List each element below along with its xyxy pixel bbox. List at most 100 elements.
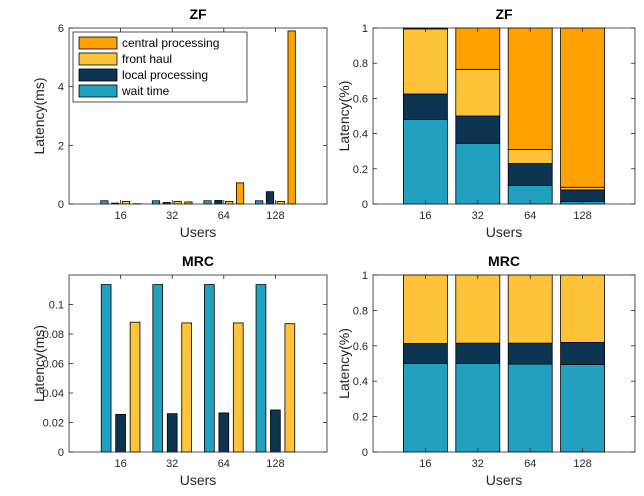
chart-panel-2: 0 0.2 0.4 0.6 0.8 1 16 32 64 128 ZF Users Latency(%) (336, 6, 636, 240)
x-tick-label: 64 (218, 210, 230, 222)
bar-segment (455, 342, 501, 364)
x-axis-label: Users (180, 472, 217, 488)
legend-swatch (78, 36, 118, 50)
bar-segment (507, 342, 553, 365)
legend-swatch (78, 84, 118, 98)
bar (204, 284, 215, 453)
bar-segment (560, 274, 606, 343)
x-tick-label: 32 (472, 210, 484, 222)
bar-segment (402, 343, 448, 364)
axes-frame (372, 27, 636, 205)
bar-segment (560, 27, 606, 188)
bar (255, 284, 267, 453)
bar (214, 200, 223, 205)
bar-segment (455, 27, 501, 70)
bar (166, 413, 178, 453)
x-axis-label: Users (180, 224, 217, 240)
x-axis-label: Users (486, 224, 523, 240)
y-tick-label: 0.2 (353, 164, 368, 176)
y-tick-label: 2 (58, 140, 64, 152)
legend-swatch (78, 52, 118, 66)
bar-segment (402, 28, 448, 95)
bar (232, 322, 244, 453)
bar-segment (402, 363, 448, 453)
bar-segment (507, 363, 553, 453)
y-tick-label: 0.6 (353, 93, 368, 105)
x-tick-label: 64 (524, 458, 536, 470)
legend-label: local processing (122, 68, 208, 82)
chart-title: ZF (495, 6, 513, 22)
y-tick-label: 6 (58, 23, 64, 35)
bar-segment (455, 363, 501, 453)
chart-title: MRC (488, 253, 520, 269)
chart-panel-1: 0 2 4 6 16 32 64 128 ZF Users Latency(ms) central p… (31, 6, 328, 240)
x-tick-label: 128 (573, 210, 591, 222)
y-tick-label: 0.4 (353, 376, 368, 388)
bar-segment (560, 342, 606, 365)
legend: central processing front haul local proces… (72, 31, 248, 103)
bar (218, 412, 230, 453)
y-tick-label: 0.1 (49, 300, 64, 312)
bar (181, 322, 192, 453)
chart-panel-3: 0 0.02 0.04 0.06 0.08 0.1 16 32 64 128 MRC Users Lat… (31, 253, 328, 488)
bar (265, 191, 275, 205)
bar-segment (560, 363, 606, 453)
bar-segment (402, 274, 448, 344)
legend-label: wait time (121, 84, 170, 98)
bar-segment (402, 119, 448, 205)
bar (255, 200, 264, 205)
x-tick-label: 64 (218, 458, 230, 470)
bar (287, 30, 296, 205)
chart-title: ZF (189, 6, 207, 22)
bar (235, 182, 245, 205)
y-axis-label: Latency(ms) (31, 77, 47, 154)
y-tick-label: 0.04 (43, 388, 64, 400)
y-tick-label: 0 (362, 447, 368, 459)
plot-area (69, 275, 327, 452)
chart-panel-4: 0 0.2 0.4 0.6 0.8 1 16 32 64 128 MRC Users Latency(%… (336, 253, 636, 488)
x-tick-label: 16 (419, 210, 431, 222)
x-tick-label: 128 (266, 210, 284, 222)
y-tick-label: 1 (362, 270, 368, 282)
bar (129, 321, 141, 453)
bar (152, 284, 164, 453)
legend-swatch (78, 68, 118, 82)
y-tick-label: 1 (362, 23, 368, 35)
y-axis-label: Latency(ms) (31, 325, 47, 402)
bar-segment (455, 142, 501, 205)
legend-label: central processing (122, 36, 219, 50)
x-tick-label: 16 (114, 458, 126, 470)
y-tick-label: 0.8 (353, 305, 368, 317)
x-tick-label: 128 (266, 458, 284, 470)
bar (270, 409, 281, 453)
y-tick-label: 4 (58, 82, 64, 94)
bar (284, 323, 296, 453)
y-tick-label: 0 (58, 447, 64, 459)
y-tick-label: 0.08 (43, 329, 64, 341)
bar-segment (507, 27, 553, 150)
bar-segment (560, 189, 606, 202)
y-tick-label: 0.06 (43, 359, 64, 371)
bar-segment (455, 68, 501, 117)
x-tick-label: 16 (419, 458, 431, 470)
y-tick-label: 0.4 (353, 129, 368, 141)
legend-label: front haul (122, 52, 172, 66)
x-tick-label: 32 (166, 210, 178, 222)
bar-segment (507, 163, 553, 186)
chart-title: MRC (182, 253, 214, 269)
bar (100, 284, 112, 453)
y-tick-label: 0 (58, 199, 64, 211)
bar-segment (507, 274, 553, 344)
bar-segment (507, 149, 553, 164)
bar (151, 200, 161, 205)
bar-segment (455, 274, 501, 344)
bar-segment (455, 115, 501, 144)
x-tick-label: 16 (114, 210, 126, 222)
y-axis-label: Latency(%) (336, 81, 352, 152)
y-tick-label: 0.02 (43, 418, 64, 430)
x-axis-label: Users (486, 472, 523, 488)
x-tick-label: 128 (573, 458, 591, 470)
x-tick-label: 32 (166, 458, 178, 470)
x-tick-label: 32 (472, 458, 484, 470)
